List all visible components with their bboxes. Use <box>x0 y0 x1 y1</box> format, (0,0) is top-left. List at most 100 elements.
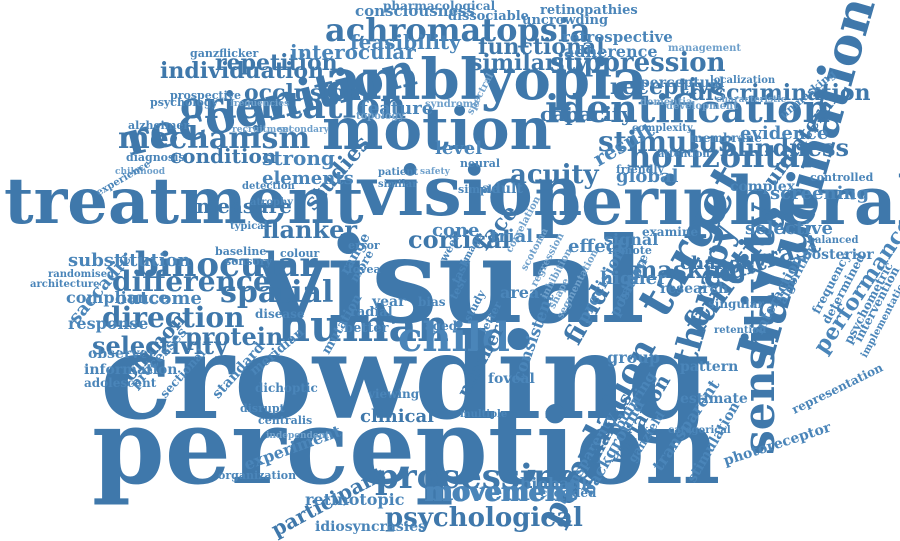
cloud-word: retinotopic <box>305 490 405 509</box>
cloud-word: psychology <box>150 96 218 109</box>
cloud-word: aged <box>425 319 458 333</box>
cloud-word: similarity <box>470 50 588 76</box>
cloud-word: controlled <box>810 171 874 184</box>
cloud-word: motion <box>322 95 552 163</box>
cloud-word: higher <box>600 268 667 289</box>
cloud-word: development <box>666 101 738 112</box>
cloud-word: uncrowding <box>522 13 609 28</box>
cloud-word: recruitment <box>232 125 293 135</box>
cloud-word: organization <box>218 469 297 482</box>
cloud-word: response <box>68 314 149 333</box>
cloud-word: dichoptic <box>255 381 318 395</box>
cloud-word: perceptual <box>640 75 725 91</box>
cloud-word: dementia <box>640 97 693 108</box>
cloud-word: similar <box>378 179 418 190</box>
cloud-word: vision <box>358 152 583 232</box>
cloud-word: strong <box>262 146 335 170</box>
cloud-word: area <box>500 283 540 302</box>
cloud-word: measure <box>196 194 292 218</box>
cloud-word: mechanism <box>118 121 311 156</box>
cloud-word: posterior <box>802 247 874 263</box>
cloud-word: ganzflicker <box>190 47 259 60</box>
cloud-word: safety <box>420 167 450 177</box>
cloud-word: blindness <box>720 133 849 162</box>
cloud-word: feature <box>360 98 434 119</box>
cloud-word: suppression <box>550 48 726 78</box>
cloud-word: remote <box>608 244 652 257</box>
cloud-word: dissociable <box>448 9 529 24</box>
cloud-word: characteristic <box>716 95 787 105</box>
cloud-word: orientation <box>180 85 407 127</box>
cloud-word: acuity <box>510 160 599 190</box>
cloud-word: horizontal <box>628 137 813 175</box>
cloud-word: adult <box>482 181 523 197</box>
cloud-word: occlusion <box>244 80 362 106</box>
cloud-word: human <box>278 301 450 352</box>
cloud-word: pharmacological <box>383 0 496 13</box>
cloud-word: neural <box>460 157 501 170</box>
cloud-word: adherence <box>564 42 658 61</box>
cloud-word: crowding <box>100 307 710 446</box>
cloud-word: trial <box>490 226 534 247</box>
cloud-word: change <box>680 253 753 274</box>
cloud-word: interocular <box>290 40 416 64</box>
cloud-word: typical <box>230 221 268 232</box>
cloud-word: receptive <box>610 74 724 100</box>
cloud-word: syndrome <box>425 99 480 110</box>
cloud-word: repetition <box>215 50 338 76</box>
cloud-word: protein <box>185 322 284 351</box>
cloud-word: adolescent <box>84 376 157 390</box>
cloud-word: identification <box>545 86 831 131</box>
cloud-word: elements <box>262 168 354 189</box>
cloud-word: cortical <box>408 225 511 254</box>
cloud-word: treatment <box>4 164 364 239</box>
cloud-word: management <box>668 43 741 54</box>
cloud-word: movement <box>426 477 578 507</box>
cloud-word: child <box>398 314 510 361</box>
cloud-word: individuation <box>160 58 325 84</box>
cloud-word: better <box>344 321 389 336</box>
cloud-word: estimate <box>680 391 748 407</box>
cloud-word: fovea <box>348 263 381 276</box>
cloud-word: disease <box>255 307 305 321</box>
cloud-word: topology <box>356 111 405 122</box>
cloud-word: stimulus <box>598 125 735 158</box>
cloud-word: movement <box>424 478 576 508</box>
cloud-word: level <box>435 138 483 159</box>
cloud-word: attention <box>658 149 710 160</box>
cloud-word: consciousness <box>355 2 476 20</box>
cloud-word: colour <box>280 247 320 260</box>
cloud-word: crowded <box>540 486 597 500</box>
cloud-word: diagnosis <box>126 151 185 164</box>
cloud-word: radial <box>350 305 393 320</box>
cloud-word: retinopathies <box>540 3 638 18</box>
cloud-word: signal <box>604 230 659 249</box>
cloud-word: error <box>348 239 380 252</box>
cloud-word: pattern <box>680 359 739 375</box>
cloud-word: representation <box>789 360 886 417</box>
cloud-word: selective <box>745 218 833 239</box>
cloud-word: atrophy <box>250 197 294 208</box>
cloud-word: friendly <box>616 163 664 176</box>
cloud-word: capacity <box>540 102 633 126</box>
cloud-word: bias <box>418 295 446 309</box>
cloud-word: multiple <box>460 409 508 420</box>
cloud-word: discrimination <box>690 80 871 106</box>
cloud-word: patient <box>378 167 419 178</box>
cloud-word: viewing <box>368 387 420 401</box>
cloud-word: complex <box>730 179 796 195</box>
cloud-word: secondary <box>278 125 329 135</box>
cloud-word: biobank <box>520 474 593 493</box>
cloud-word: prospective <box>170 89 242 102</box>
cloud-word: functional <box>478 34 605 60</box>
cloud-word: centralis <box>258 414 313 427</box>
cloud-word: information <box>84 362 178 378</box>
cloud-word: global <box>616 166 679 187</box>
cloud-word: independent <box>266 431 330 441</box>
cloud-word: localization <box>710 75 776 86</box>
cloud-word: research <box>660 281 729 297</box>
cloud-word: substitution <box>68 250 191 271</box>
cloud-word: retrospective <box>562 28 673 46</box>
cloud-word: feasibility <box>350 30 461 54</box>
